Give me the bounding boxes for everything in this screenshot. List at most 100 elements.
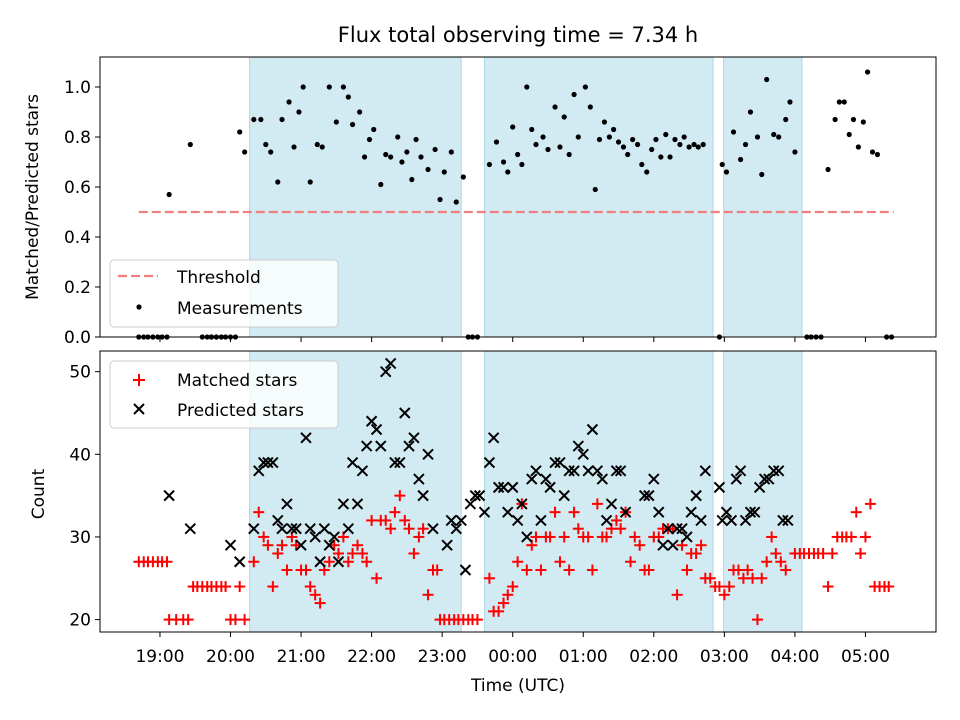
top-y-ticks: 0.0 0.2 0.4 0.6 0.8 1.0 — [64, 78, 100, 348]
matched-point-114 — [681, 564, 693, 576]
observing-window-2 — [723, 56, 803, 338]
matched-point-89 — [563, 564, 575, 576]
count-panel: 20 30 40 50 19:00 20:00 21:00 22:00 23:00 00:00 0… — [29, 350, 937, 696]
measurement-points — [136, 69, 895, 340]
predicted-point-81 — [619, 506, 632, 518]
predicted-point-46 — [455, 514, 467, 527]
measurement-point-23 — [263, 141, 269, 148]
measurement-point-41 — [366, 136, 373, 143]
measurement-point-101 — [681, 134, 687, 140]
measurement-point-19 — [237, 129, 243, 135]
matched-point-126 — [737, 572, 749, 584]
predicted-point-31 — [375, 440, 387, 452]
legend-threshold-label: Threshold — [176, 268, 261, 288]
measurement-point-28 — [291, 144, 297, 150]
measurement-point-69 — [524, 84, 530, 90]
measurement-point-110 — [737, 156, 744, 163]
matched-point-131 — [761, 556, 773, 568]
predicted-point-24 — [342, 522, 355, 535]
predicted-point-94 — [695, 514, 707, 527]
x-tick-label: 03:00 — [700, 647, 749, 667]
matched-point-94 — [586, 564, 598, 576]
predicted-point-87 — [662, 522, 674, 535]
bottom-y-ticks: 20 30 40 50 — [69, 363, 100, 631]
measurement-point-95 — [653, 136, 659, 143]
measurement-point-36 — [340, 84, 346, 90]
measurement-point-40 — [361, 154, 368, 160]
predicted-point-39 — [413, 473, 425, 485]
predicted-point-22 — [332, 556, 345, 568]
predicted-point-19 — [318, 522, 331, 535]
measurement-point-33 — [319, 144, 325, 150]
predicted-point-72 — [577, 448, 589, 461]
predicted-point-88 — [667, 539, 679, 551]
matched-point-35 — [304, 581, 316, 593]
matched-point-106 — [643, 564, 655, 576]
measurement-point-84 — [601, 119, 608, 125]
x-tick-label: 20:00 — [206, 647, 255, 667]
predicted-point-96 — [713, 481, 726, 494]
measurement-point-100 — [677, 141, 683, 148]
measurement-point-79 — [575, 134, 581, 140]
legend-matched-swatch — [133, 374, 145, 386]
matched-point-21 — [234, 581, 246, 593]
predicted-point-33 — [384, 357, 397, 370]
measurement-point-64 — [500, 159, 507, 165]
predicted-point-110 — [777, 514, 789, 527]
matched-point-123 — [723, 581, 735, 593]
measurement-point-86 — [610, 126, 617, 133]
predicted-point-99 — [725, 514, 738, 527]
predicted-point-36 — [399, 407, 411, 419]
predicted-point-63 — [535, 514, 547, 527]
matched-point-80 — [521, 564, 533, 576]
predicted-point-53 — [487, 432, 500, 444]
predicted-point-86 — [657, 539, 669, 551]
predicted-point-103 — [744, 506, 757, 518]
predicted-point-100 — [730, 473, 743, 485]
top-legend-box — [109, 259, 339, 328]
predicted-point-23 — [337, 498, 350, 510]
measurement-point-74 — [552, 104, 558, 110]
predicted-point-76 — [596, 473, 609, 485]
measurement-point-39 — [357, 109, 363, 115]
matched-point-143 — [822, 581, 834, 593]
predicted-point-9 — [272, 514, 284, 527]
predicted-point-42 — [427, 522, 439, 535]
predicted-point-64 — [540, 473, 552, 485]
measurement-point-130 — [850, 116, 857, 123]
measurement-point-7 — [166, 191, 172, 198]
legend-predicted-label: Predicted stars — [177, 401, 304, 421]
predicted-point-21 — [328, 531, 340, 543]
predicted-point-48 — [464, 498, 477, 510]
predicted-point-93 — [690, 489, 702, 502]
measurement-point-62 — [486, 161, 493, 168]
predicted-point-66 — [549, 456, 561, 469]
matched-point-26 — [262, 539, 274, 551]
measurement-point-55 — [441, 169, 447, 175]
matched-point-43 — [342, 556, 354, 568]
observing-window-1 — [483, 350, 714, 633]
measurement-point-116 — [771, 131, 777, 138]
bottom-y-tick-label: 50 — [69, 363, 91, 383]
measurement-point-126 — [832, 116, 838, 123]
matched-point-83 — [535, 564, 547, 576]
matched-point-144 — [826, 547, 838, 559]
predicted-point-25 — [346, 456, 359, 469]
predicted-point-27 — [356, 465, 369, 477]
top-y-tick-label: 0.8 — [64, 128, 91, 148]
bottom-legend: Matched stars Predicted stars — [109, 360, 339, 429]
x-tick-label: 21:00 — [277, 647, 326, 667]
measurement-point-132 — [860, 119, 866, 125]
predicted-point-2 — [224, 539, 237, 551]
matched-point-46 — [356, 547, 368, 559]
measurement-point-107 — [719, 161, 725, 168]
measurement-point-54 — [437, 196, 443, 203]
measurement-point-117 — [776, 134, 782, 140]
measurement-point-81 — [587, 104, 593, 110]
bottom-y-tick-label: 20 — [69, 611, 91, 631]
matched-point-23 — [248, 556, 260, 568]
measurement-point-57 — [453, 199, 459, 205]
predicted-point-77 — [600, 514, 613, 527]
measurement-point-129 — [846, 131, 852, 138]
predicted-point-12 — [286, 522, 298, 535]
